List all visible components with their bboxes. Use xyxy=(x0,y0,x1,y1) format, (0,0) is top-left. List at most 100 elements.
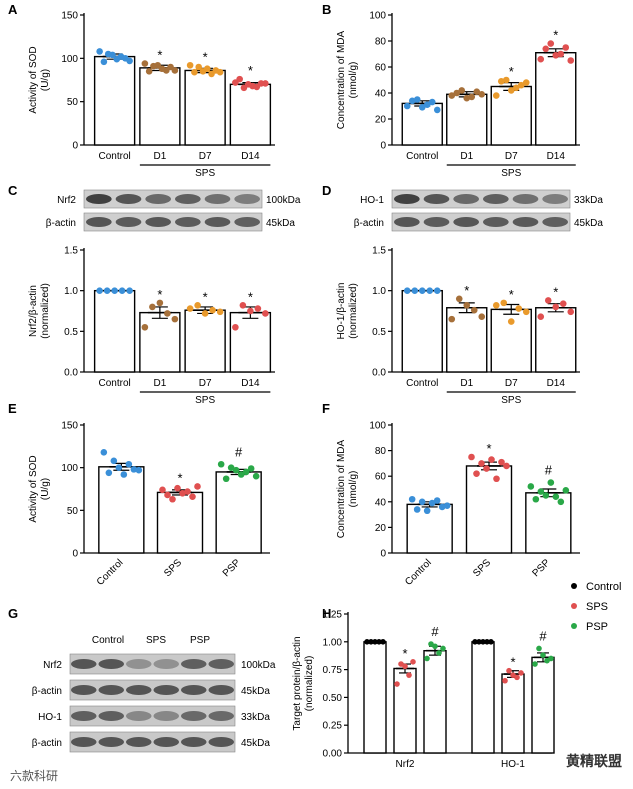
data-point xyxy=(179,489,186,497)
y-tick-label: 0.75 xyxy=(323,665,343,676)
data-point xyxy=(527,483,535,490)
blot-band xyxy=(512,217,539,227)
data-point xyxy=(512,84,520,92)
data-point xyxy=(110,457,118,465)
blot-band xyxy=(208,711,234,721)
data-point xyxy=(159,486,166,494)
data-point xyxy=(174,484,181,492)
data-point xyxy=(432,643,438,650)
data-point xyxy=(203,65,211,73)
x-tick-label: D14 xyxy=(241,151,260,162)
y-axis-label: Activity of SOD xyxy=(28,455,39,522)
y-tick-label: 0.50 xyxy=(323,693,343,704)
data-point xyxy=(232,323,239,331)
data-point xyxy=(544,297,552,304)
data-point xyxy=(559,300,567,307)
data-point xyxy=(470,306,478,314)
significance-mark: * xyxy=(402,646,407,661)
data-point xyxy=(438,503,446,511)
data-point xyxy=(440,645,446,652)
data-point xyxy=(537,313,545,320)
data-point xyxy=(540,652,546,658)
significance-mark: * xyxy=(203,49,208,64)
y-tick-label: 80 xyxy=(375,446,387,457)
data-point xyxy=(242,468,250,476)
panel-D: D 0.0 0.5 1.0 1.5 HO-1/β-actin (normalized) Con… xyxy=(322,183,603,406)
y-tick-label: 0.00 xyxy=(323,749,343,760)
data-point xyxy=(468,453,475,461)
blot-row-label: β-actin xyxy=(46,218,76,229)
y-tick-label: 1.0 xyxy=(372,286,386,297)
data-point xyxy=(201,310,209,317)
legend-label: Control xyxy=(586,581,621,593)
data-point xyxy=(194,483,201,490)
x-tick-label: D14 xyxy=(547,151,566,162)
panel-letter: H xyxy=(322,606,331,621)
significance-mark: * xyxy=(553,284,558,299)
data-point xyxy=(232,466,240,474)
data-point xyxy=(517,81,525,89)
bar xyxy=(471,641,495,754)
y-axis-label: Target protein/β-actin xyxy=(292,636,303,730)
y-tick-label: 0.5 xyxy=(64,327,78,338)
blot-band xyxy=(394,217,420,227)
data-point xyxy=(194,302,201,309)
legend-marker xyxy=(571,583,577,589)
blot-band xyxy=(153,659,179,669)
blot-band xyxy=(126,685,152,695)
data-point xyxy=(380,639,386,645)
data-point xyxy=(502,677,508,684)
data-point xyxy=(453,89,461,97)
data-point xyxy=(394,681,400,687)
panel-G: G Control SPS PSP Nrf2 100kDa β-actin 45kDa HO-1… xyxy=(8,606,276,753)
data-point xyxy=(547,40,555,47)
blot-column-label: SPS xyxy=(146,635,166,646)
significance-mark: * xyxy=(203,289,208,304)
data-point xyxy=(428,98,436,106)
blot-size-label: 100kDa xyxy=(241,660,276,671)
panel-B: B 0 20 40 60 80 100 Concentration of MDA (nmol/g… xyxy=(322,2,580,179)
data-point xyxy=(408,97,416,105)
x-tick-label: D1 xyxy=(153,151,166,162)
bar xyxy=(229,311,272,373)
y-axis-label: Concentration of MDA xyxy=(336,30,347,129)
data-point xyxy=(492,302,500,309)
blot-size-label: 45kDa xyxy=(574,218,603,229)
panel-letter: C xyxy=(8,183,18,198)
data-point xyxy=(217,460,225,468)
data-point xyxy=(141,60,149,67)
data-point xyxy=(542,492,550,499)
blot-band xyxy=(126,711,152,721)
blot-band xyxy=(483,217,509,227)
blot-band xyxy=(175,217,201,227)
y-axis-label: HO-1/β-actin xyxy=(336,283,347,340)
data-point xyxy=(418,498,426,506)
data-point xyxy=(492,92,500,99)
blot-band xyxy=(86,194,112,204)
data-point xyxy=(227,464,235,471)
blot-size-label: 100kDa xyxy=(266,195,301,206)
data-point xyxy=(105,469,113,477)
blot-size-label: 33kDa xyxy=(574,195,603,206)
y-axis-unit: (normalized) xyxy=(40,283,51,339)
data-point xyxy=(115,464,123,471)
y-tick-label: 0.5 xyxy=(372,327,386,338)
significance-mark: * xyxy=(464,283,469,298)
data-point xyxy=(537,488,545,495)
data-point xyxy=(493,475,500,483)
data-point xyxy=(567,57,575,64)
data-point xyxy=(120,471,128,478)
data-point xyxy=(514,674,520,681)
blot-band xyxy=(181,659,207,669)
panel-letter: D xyxy=(322,183,331,198)
data-point xyxy=(507,318,515,325)
blot-band xyxy=(71,659,97,669)
x-tick-label: D1 xyxy=(460,378,473,389)
bar xyxy=(93,55,136,146)
panel-letter: E xyxy=(8,401,17,416)
data-point xyxy=(145,68,153,75)
bar xyxy=(393,667,417,754)
data-point xyxy=(423,101,431,108)
significance-mark: # xyxy=(539,628,547,643)
blot-band xyxy=(115,194,142,204)
